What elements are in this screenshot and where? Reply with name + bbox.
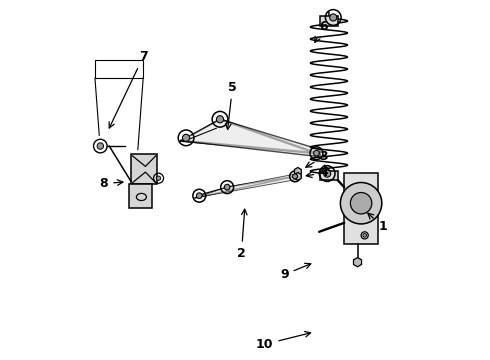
Text: 8: 8 <box>99 177 123 190</box>
Bar <box>344 173 378 244</box>
Text: 2: 2 <box>237 209 247 260</box>
Circle shape <box>156 176 161 180</box>
Circle shape <box>363 234 367 237</box>
Polygon shape <box>195 174 298 198</box>
Text: 4: 4 <box>306 166 328 179</box>
Bar <box>320 171 338 180</box>
Text: 5: 5 <box>225 81 237 129</box>
Text: 6: 6 <box>315 20 328 42</box>
Bar <box>95 60 143 78</box>
Circle shape <box>314 150 319 156</box>
Circle shape <box>350 193 372 214</box>
Text: 10: 10 <box>256 332 311 351</box>
Circle shape <box>97 143 103 149</box>
Bar <box>129 184 152 208</box>
Text: 9: 9 <box>280 263 311 281</box>
Circle shape <box>341 183 382 224</box>
Circle shape <box>224 184 230 190</box>
Polygon shape <box>181 119 320 157</box>
Bar <box>320 17 338 26</box>
Circle shape <box>323 170 331 177</box>
Circle shape <box>217 116 223 123</box>
Circle shape <box>182 134 190 141</box>
Circle shape <box>196 193 202 199</box>
Text: 1: 1 <box>368 213 387 233</box>
Text: 7: 7 <box>109 50 147 128</box>
Bar <box>131 154 157 184</box>
Circle shape <box>330 14 337 21</box>
Circle shape <box>293 174 297 179</box>
Text: 3: 3 <box>306 150 328 167</box>
